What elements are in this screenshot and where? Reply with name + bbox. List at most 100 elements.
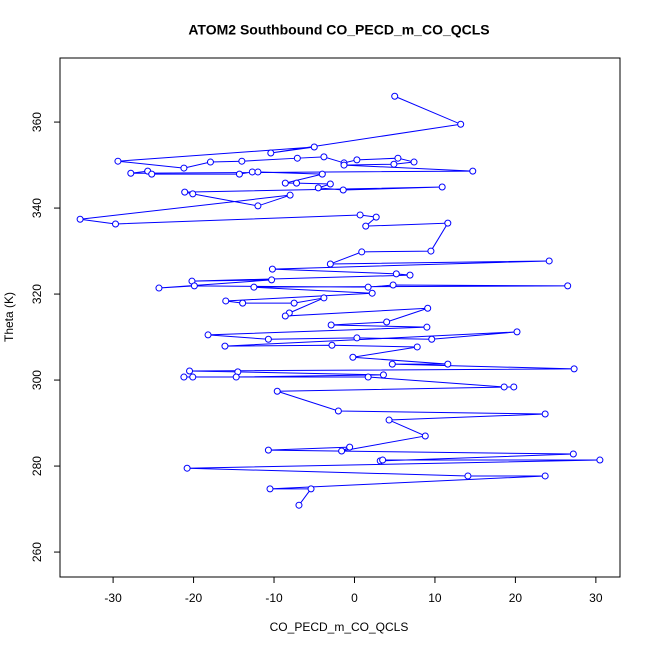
data-point [281,312,289,320]
data-point [290,299,298,307]
data-point [189,190,197,198]
data-point [254,202,262,210]
data-point [388,360,396,368]
data-point [545,257,553,265]
data-point [569,450,577,458]
data-point [428,335,436,343]
data-point [385,416,393,424]
data-point [353,334,361,342]
data-point [232,373,240,381]
data-point [189,373,197,381]
y-tick-label: 360 [30,112,44,132]
data-point [338,447,346,455]
data-point [424,304,432,312]
data-point [392,270,400,278]
data-point [286,191,294,199]
data-point [349,353,357,361]
data-point [180,373,188,381]
y-tick-label: 320 [30,284,44,304]
y-tick-label: 260 [30,542,44,562]
data-point [264,446,272,454]
data-point [281,179,289,187]
data-point [372,213,380,221]
data-point [186,367,194,375]
data-point [383,318,391,326]
x-tick-label: -10 [265,591,283,605]
chart-title: ATOM2 Southbound CO_PECD_m_CO_QCLS [188,22,489,38]
data-point [268,276,276,284]
x-tick-label: 20 [509,591,523,605]
data-point [362,222,370,230]
data-point [326,180,334,188]
data-point [353,156,361,164]
data-point [295,501,303,509]
data-point [238,157,246,165]
data-point [406,271,414,279]
data-point [364,283,372,291]
data-point [206,158,214,166]
data-point [190,282,198,290]
data-point [273,387,281,395]
data-point [510,383,518,391]
data-point [423,323,431,331]
data-point [254,168,262,176]
data-point [327,321,335,329]
data-point [469,167,477,175]
data-point [438,183,446,191]
data-point [464,472,472,480]
data-point [339,186,347,194]
x-tick-label: 30 [589,591,603,605]
data-point [235,170,243,178]
data-point [293,179,301,187]
data-point [307,485,315,493]
data-point [444,219,452,227]
data-point [368,289,376,297]
data-point [155,284,163,292]
data-point [266,485,274,493]
data-point [570,365,578,373]
data-point [379,456,387,464]
data-point [76,215,84,223]
x-tick-label: 0 [351,591,358,605]
data-point [541,410,549,418]
data-point [457,120,465,128]
data-point [564,282,572,290]
data-point [314,184,322,192]
data-point [114,157,122,165]
data-point [250,283,258,291]
data-point [427,247,435,255]
data-point [356,211,364,219]
x-tick-label: -30 [104,591,122,605]
data-point [541,472,549,480]
y-tick-label: 280 [30,456,44,476]
data-point [181,188,189,196]
data-point [379,371,387,379]
data-point [180,164,188,172]
data-point [148,170,156,178]
data-point [320,294,328,302]
x-tick-label: 10 [428,591,442,605]
data-point [222,297,230,305]
data-point [310,143,318,151]
data-point [340,161,348,169]
y-tick-label: 340 [30,198,44,218]
data-point [328,341,336,349]
data-point [413,343,421,351]
data-point [318,170,326,178]
data-point [183,464,191,472]
y-axis-label: Theta (K) [2,292,16,342]
data-point [267,149,275,157]
plot-frame [59,57,621,578]
data-point [513,328,521,336]
data-point [394,154,402,162]
data-point [239,299,247,307]
data-point [334,407,342,415]
data-point [268,265,276,273]
data-point [358,248,366,256]
data-point [204,331,212,339]
data-point [293,154,301,162]
data-point [112,220,120,228]
